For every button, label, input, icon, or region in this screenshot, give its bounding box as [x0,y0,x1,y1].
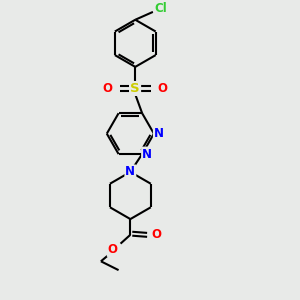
Text: Cl: Cl [154,2,167,15]
Text: O: O [103,82,113,95]
Text: O: O [151,228,161,241]
Text: O: O [108,243,118,256]
Text: S: S [130,82,140,95]
Text: N: N [125,165,135,178]
Text: N: N [142,148,152,160]
Text: N: N [154,127,164,140]
Text: O: O [158,82,168,95]
